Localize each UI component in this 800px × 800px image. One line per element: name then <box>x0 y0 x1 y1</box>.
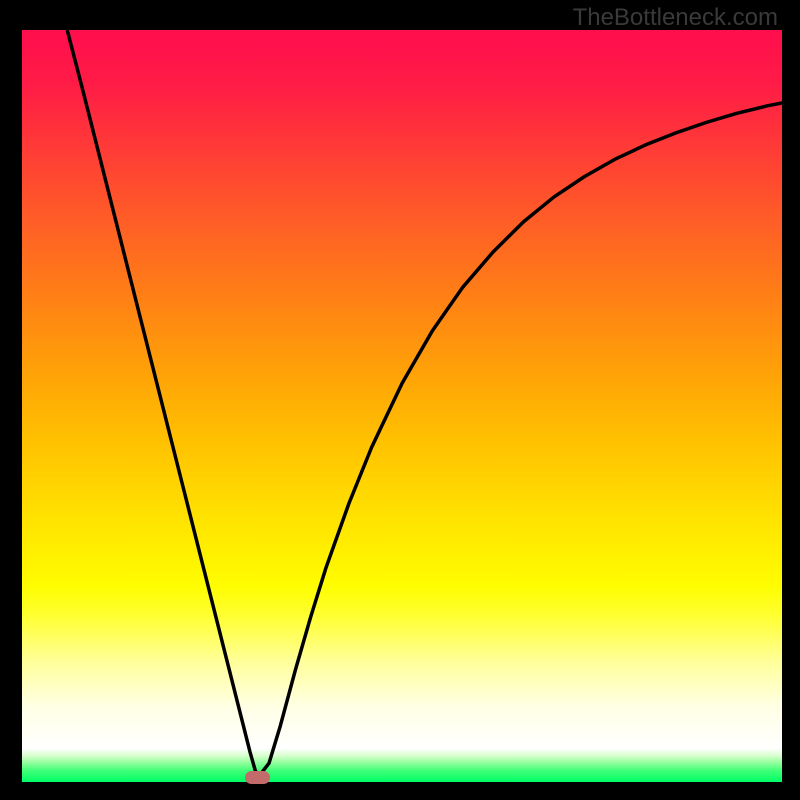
curve-layer <box>22 30 782 782</box>
watermark-text: TheBottleneck.com <box>573 4 778 32</box>
plot-area <box>22 30 782 782</box>
bottleneck-curve <box>68 32 782 776</box>
minimum-marker <box>245 771 269 783</box>
chart-container: TheBottleneck.com <box>0 0 800 800</box>
